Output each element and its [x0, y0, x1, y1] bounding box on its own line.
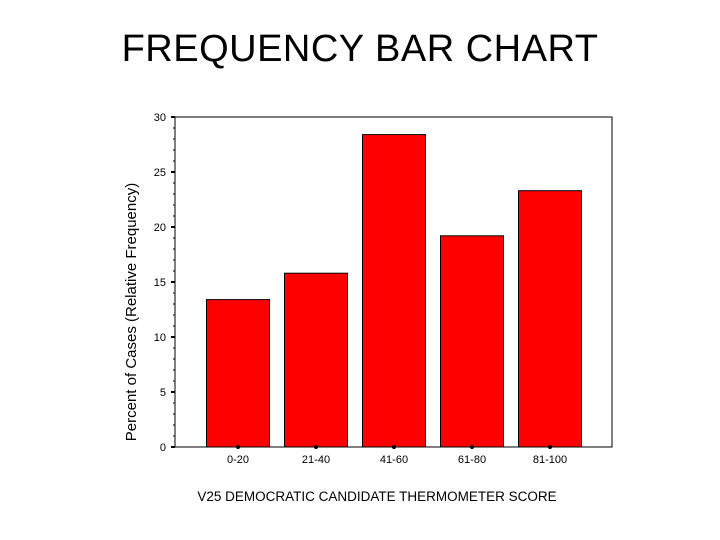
x-tick-mark — [236, 445, 240, 449]
y-tick-label: 10 — [154, 332, 166, 344]
slide-title: FREQUENCY BAR CHART — [121, 28, 599, 70]
x-tick-label: 0-20 — [227, 454, 249, 466]
bar-41-60 — [362, 134, 426, 448]
x-tick-mark — [548, 445, 552, 449]
y-axis-title: Percent of Cases (Relative Frequency) — [123, 183, 140, 441]
bar-81-100 — [518, 190, 582, 448]
x-axis-title: V25 DEMOCRATIC CANDIDATE THERMOMETER SCO… — [197, 489, 556, 504]
y-tick-label: 15 — [154, 277, 166, 289]
bar-61-80 — [440, 235, 504, 448]
x-tick-label: 41-60 — [380, 454, 408, 466]
x-tick-label: 21-40 — [302, 454, 330, 466]
y-tick-label: 20 — [154, 222, 166, 234]
bar-21-40 — [284, 272, 348, 448]
bar-0-20 — [206, 299, 270, 448]
x-tick-mark — [470, 445, 474, 449]
y-tick-label: 30 — [154, 112, 166, 124]
x-tick-mark — [314, 445, 318, 449]
x-tick-label: 81-100 — [533, 454, 567, 466]
y-tick-label: 25 — [154, 167, 166, 179]
x-tick-mark — [392, 445, 396, 449]
y-tick-label: 5 — [160, 387, 166, 399]
y-tick-label: 0 — [160, 442, 166, 454]
x-tick-label: 61-80 — [458, 454, 486, 466]
